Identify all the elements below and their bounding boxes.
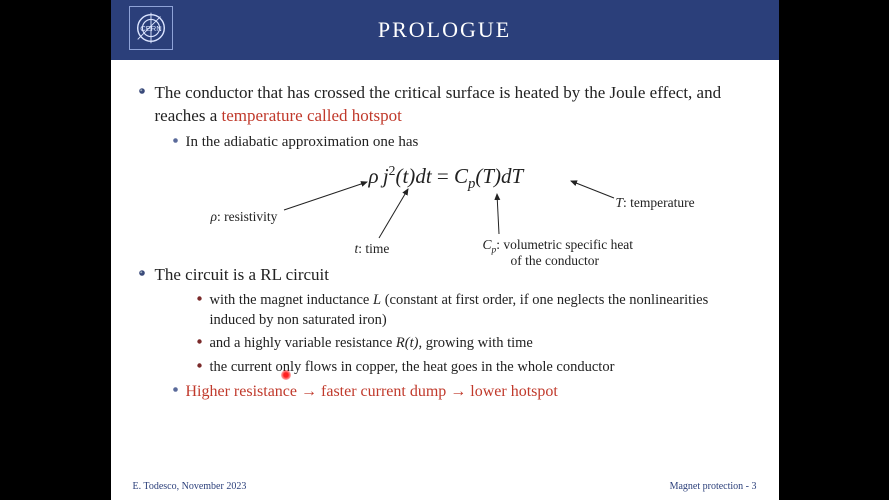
footer-page: Magnet protection - 3 <box>670 481 757 492</box>
equation-region: ρ j2(t)dt = Cp(T)dT ρ: resistivity t: ti… <box>139 156 751 264</box>
bullet-sub-conclusion: Higher resistance → faster current dump … <box>173 381 751 403</box>
bullet-text: with the magnet inductance L (constant a… <box>210 291 751 330</box>
laser-pointer-icon <box>281 370 291 380</box>
bullet-main-2: The circuit is a RL circuit <box>139 264 751 287</box>
bullet-main-1: The conductor that has crossed the criti… <box>139 82 751 128</box>
bullet-text: and a highly variable resistance R(t), g… <box>210 334 751 354</box>
slide-title: PROLOGUE <box>111 17 779 43</box>
slide: CERN PROLOGUE The conductor that has cro… <box>111 0 779 500</box>
bullet-subsub-1: with the magnet inductance L (constant a… <box>197 291 751 330</box>
cern-logo: CERN <box>129 6 173 50</box>
bullet-subsub-3: the current only flows in copper, the he… <box>197 358 751 378</box>
footer-author-date: E. Todesco, November 2023 <box>133 481 247 492</box>
bullet-text: The circuit is a RL circuit <box>155 264 751 287</box>
bullet-dot-icon <box>139 270 145 276</box>
bullet-dot-icon <box>173 138 178 143</box>
bullet-dot-icon <box>197 363 202 368</box>
bullet-dot-icon <box>139 88 145 94</box>
bullet-dot-icon <box>173 387 178 392</box>
bullet-text: In the adiabatic approximation one has <box>186 132 751 152</box>
slide-header: CERN PROLOGUE <box>111 0 779 60</box>
bullet-sub-1: In the adiabatic approximation one has <box>173 132 751 152</box>
bullet-text: the current only flows in copper, the he… <box>210 358 751 378</box>
annotation-arrows <box>139 156 759 264</box>
arrow-right-icon: → <box>450 381 466 403</box>
bullet-subsub-2: and a highly variable resistance R(t), g… <box>197 334 751 354</box>
bullet-dot-icon <box>197 296 202 301</box>
arrow-right-icon: → <box>301 381 317 403</box>
slide-content: The conductor that has crossed the criti… <box>111 60 779 403</box>
slide-footer: E. Todesco, November 2023 Magnet protect… <box>111 481 779 492</box>
bullet-text: The conductor that has crossed the criti… <box>155 82 751 128</box>
bullet-text: Higher resistance → faster current dump … <box>186 381 751 403</box>
bullet-dot-icon <box>197 339 202 344</box>
cern-logo-text: CERN <box>140 24 162 33</box>
